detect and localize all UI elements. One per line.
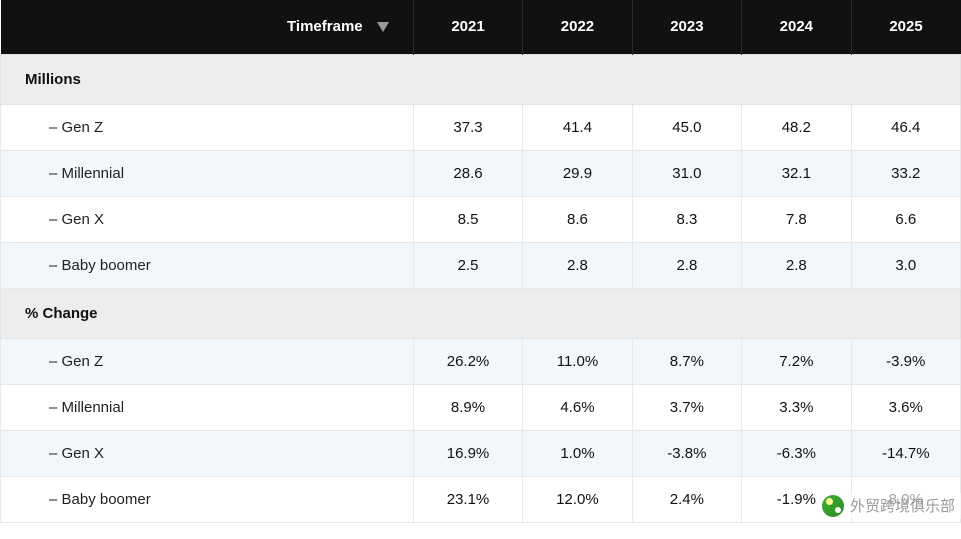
timeframe-header[interactable]: Timeframe [1, 0, 414, 54]
value-cell: 2.8 [742, 242, 851, 288]
row-label: – Gen X [1, 430, 414, 476]
table-row: – Gen X8.58.68.37.86.6 [1, 196, 961, 242]
year-header[interactable]: 2022 [523, 0, 632, 54]
value-cell: 29.9 [523, 150, 632, 196]
watermark-text: 外贸跨境俱乐部 [850, 495, 955, 516]
value-cell: 7.8 [742, 196, 851, 242]
year-header-label: 2024 [780, 18, 813, 35]
value-cell: 2.4% [632, 476, 741, 522]
year-header[interactable]: 2023 [632, 0, 741, 54]
row-label: – Millennial [1, 150, 414, 196]
value-cell: 3.3% [742, 384, 851, 430]
year-header-label: 2022 [561, 18, 594, 35]
section-header-row: % Change [1, 288, 961, 338]
table-row: – Millennial8.9%4.6%3.7%3.3%3.6% [1, 384, 961, 430]
value-cell: 8.9% [413, 384, 522, 430]
value-cell: 41.4 [523, 104, 632, 150]
value-cell: -3.8% [632, 430, 741, 476]
header-row: Timeframe 2021 2022 2023 2024 2025 [1, 0, 961, 54]
section-title: % Change [1, 288, 961, 338]
value-cell: 3.0 [851, 242, 960, 288]
value-cell: 3.6% [851, 384, 960, 430]
row-label: – Millennial [1, 384, 414, 430]
value-cell: 4.6% [523, 384, 632, 430]
value-cell: 8.6 [523, 196, 632, 242]
value-cell: 16.9% [413, 430, 522, 476]
watermark: 外贸跨境俱乐部 [816, 493, 961, 519]
value-cell: 32.1 [742, 150, 851, 196]
value-cell: 23.1% [413, 476, 522, 522]
value-cell: 12.0% [523, 476, 632, 522]
year-header-label: 2023 [670, 18, 703, 35]
value-cell: 45.0 [632, 104, 741, 150]
year-header-label: 2021 [451, 18, 484, 35]
value-cell: 26.2% [413, 338, 522, 384]
sort-desc-icon[interactable] [377, 19, 389, 36]
value-cell: 3.7% [632, 384, 741, 430]
table-row: – Gen Z26.2%11.0%8.7%7.2%-3.9% [1, 338, 961, 384]
row-label: – Gen Z [1, 104, 414, 150]
value-cell: -14.7% [851, 430, 960, 476]
row-label: – Baby boomer [1, 242, 414, 288]
value-cell: 2.8 [632, 242, 741, 288]
wechat-icon [822, 495, 844, 517]
timeframe-header-label: Timeframe [287, 18, 363, 35]
value-cell: 8.3 [632, 196, 741, 242]
value-cell: 6.6 [851, 196, 960, 242]
table-row: – Gen X16.9%1.0%-3.8%-6.3%-14.7% [1, 430, 961, 476]
row-label: – Gen Z [1, 338, 414, 384]
year-header[interactable]: 2025 [851, 0, 960, 54]
value-cell: 1.0% [523, 430, 632, 476]
value-cell: 33.2 [851, 150, 960, 196]
table-row: – Gen Z37.341.445.048.246.4 [1, 104, 961, 150]
value-cell: 37.3 [413, 104, 522, 150]
table-row: – Baby boomer2.52.82.82.83.0 [1, 242, 961, 288]
value-cell: 8.7% [632, 338, 741, 384]
year-header[interactable]: 2021 [413, 0, 522, 54]
table-body: Millions– Gen Z37.341.445.048.246.4– Mil… [1, 54, 961, 522]
year-header[interactable]: 2024 [742, 0, 851, 54]
table-row: – Millennial28.629.931.032.133.2 [1, 150, 961, 196]
value-cell: 48.2 [742, 104, 851, 150]
year-header-label: 2025 [889, 18, 922, 35]
value-cell: 31.0 [632, 150, 741, 196]
value-cell: 11.0% [523, 338, 632, 384]
value-cell: 7.2% [742, 338, 851, 384]
value-cell: 2.5 [413, 242, 522, 288]
section-header-row: Millions [1, 54, 961, 104]
value-cell: -3.9% [851, 338, 960, 384]
data-table: Timeframe 2021 2022 2023 2024 2025 Milli… [0, 0, 961, 523]
value-cell: -6.3% [742, 430, 851, 476]
value-cell: 46.4 [851, 104, 960, 150]
value-cell: 2.8 [523, 242, 632, 288]
value-cell: 28.6 [413, 150, 522, 196]
row-label: – Baby boomer [1, 476, 414, 522]
section-title: Millions [1, 54, 961, 104]
row-label: – Gen X [1, 196, 414, 242]
value-cell: 8.5 [413, 196, 522, 242]
